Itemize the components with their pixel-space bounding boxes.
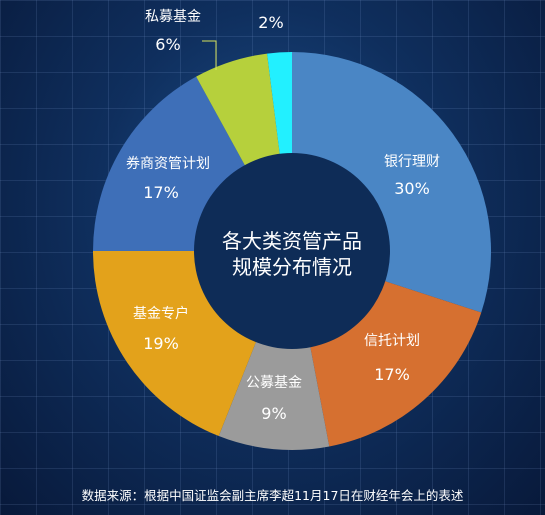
center-hole bbox=[194, 153, 390, 349]
slice-pct-bank-wealth-management: 30% bbox=[394, 179, 430, 198]
slice-pct-private-fund: 6% bbox=[155, 35, 180, 54]
slice-pct-public-fund: 9% bbox=[261, 404, 286, 423]
slice-label-fund-special-account: 基金专户 bbox=[133, 305, 189, 322]
center-title-line-1: 各大类资管产品 bbox=[222, 229, 362, 253]
slice-label-trust-plan: 信托计划 bbox=[364, 333, 420, 349]
slice-pct-trust-plan: 17% bbox=[374, 365, 410, 384]
source-note: 数据来源：根据中国证监会副主席李超11月17日在财经年会上的表述 bbox=[81, 488, 464, 503]
slice-public-fund bbox=[218, 251, 330, 450]
labels-group: 银行理财 30% 信托计划 17% 公募基金 9% 基金专户 19% 券商资管计划 17% 私募基金… bbox=[126, 8, 440, 423]
slice-label-bank-wealth-management: 银行理财 bbox=[384, 154, 440, 170]
center-title-line-2: 规模分布情况 bbox=[232, 255, 352, 279]
slice-pct-broker-asset-management: 17% bbox=[143, 183, 179, 202]
slice-pct-other: 2% bbox=[258, 13, 283, 32]
slice-label-public-fund: 公募基金 bbox=[246, 374, 302, 391]
slice-label-broker-asset-management: 券商资管计划 bbox=[126, 156, 210, 172]
private-fund-leader-line bbox=[202, 40, 217, 70]
slice-label-private-fund: 私募基金 bbox=[145, 8, 201, 25]
slice-pct-fund-special-account: 19% bbox=[143, 334, 179, 353]
